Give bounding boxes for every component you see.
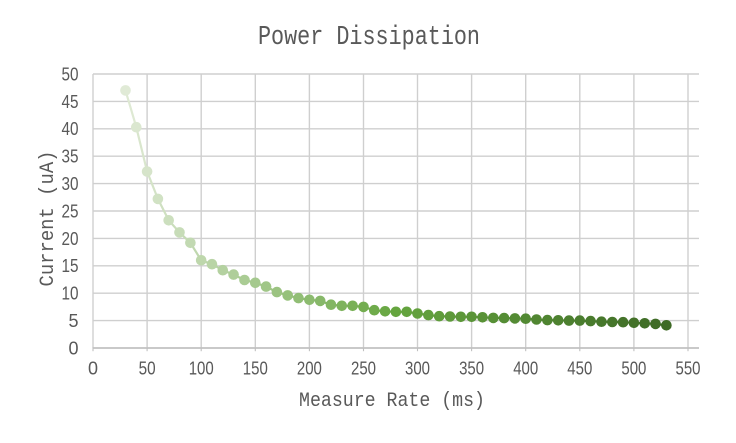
svg-text:100: 100 (189, 359, 214, 379)
svg-text:50: 50 (62, 64, 79, 84)
svg-text:Power Dissipation: Power Dissipation (258, 23, 480, 53)
svg-text:25: 25 (62, 201, 79, 221)
svg-text:450: 450 (567, 359, 592, 379)
svg-text:0: 0 (68, 338, 78, 358)
svg-text:15: 15 (62, 256, 79, 276)
svg-text:10: 10 (62, 284, 79, 304)
svg-text:40: 40 (62, 119, 79, 139)
svg-text:50: 50 (139, 359, 156, 379)
svg-text:300: 300 (405, 359, 430, 379)
svg-text:500: 500 (621, 359, 646, 379)
svg-text:20: 20 (62, 229, 79, 249)
svg-text:0: 0 (88, 359, 98, 379)
svg-text:Measure Rate (ms): Measure Rate (ms) (299, 390, 485, 413)
svg-text:200: 200 (297, 359, 322, 379)
svg-text:400: 400 (513, 359, 538, 379)
svg-text:150: 150 (243, 359, 268, 379)
svg-text:30: 30 (62, 174, 79, 194)
svg-text:45: 45 (62, 92, 79, 112)
svg-text:250: 250 (351, 359, 376, 379)
svg-text:Current (uA): Current (uA) (37, 151, 60, 287)
svg-text:35: 35 (62, 147, 79, 167)
svg-text:550: 550 (676, 359, 701, 379)
svg-text:5: 5 (68, 311, 78, 331)
svg-text:350: 350 (459, 359, 484, 379)
